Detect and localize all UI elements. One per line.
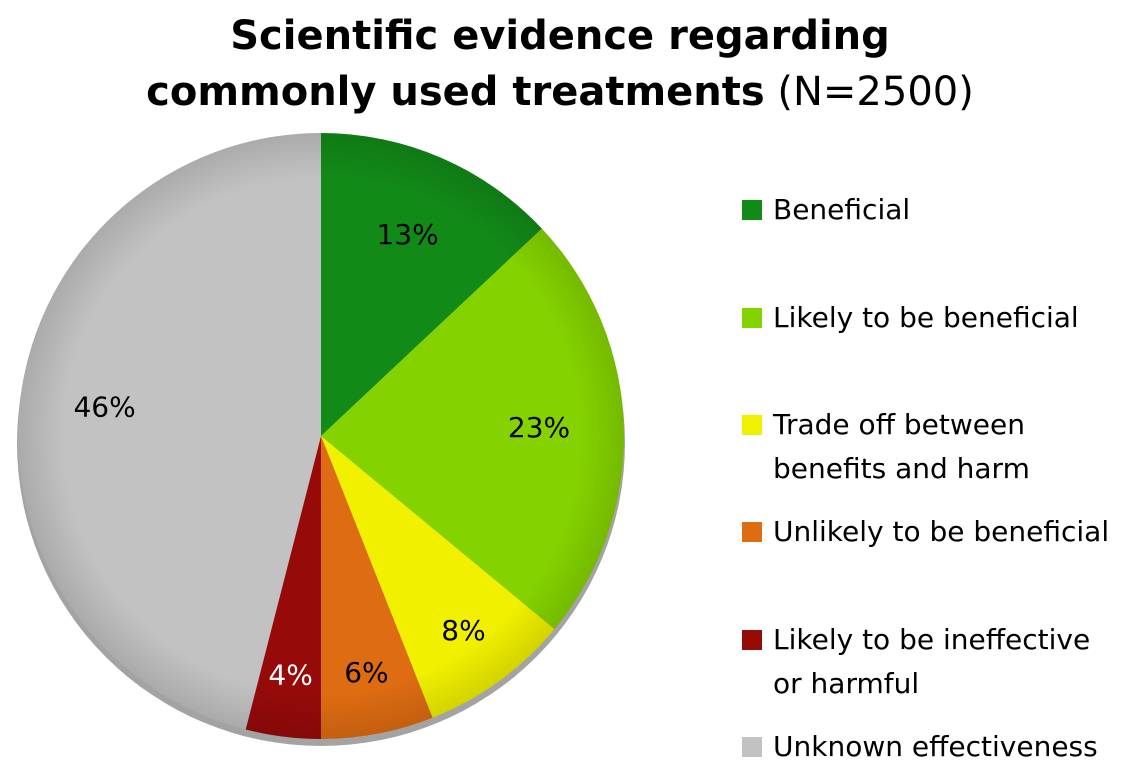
legend-swatch [742, 200, 762, 220]
data-label: 13% [377, 218, 439, 251]
legend-swatch [742, 522, 762, 542]
legend-swatch [742, 308, 762, 328]
data-label: 6% [344, 656, 388, 689]
legend-item: Beneficial [742, 188, 1122, 232]
legend-label: Beneficial [773, 193, 911, 226]
data-label: 46% [73, 391, 135, 424]
title-line-2: commonly used treatments (N=2500) [0, 64, 1120, 120]
chart-title: Scientific evidence regarding commonly u… [0, 8, 1120, 120]
legend-item: Likely to be ineffective or harmful [742, 618, 1122, 706]
legend-label: Unknown effectiveness [773, 730, 1098, 763]
legend-item: Unlikely to be beneficial [742, 510, 1122, 554]
legend-label: Trade off between benefits and harm [773, 408, 1030, 485]
data-label: 23% [508, 411, 570, 444]
data-label: 8% [441, 614, 485, 647]
legend-swatch [742, 415, 762, 435]
legend-label: Likely to be ineffective or harmful [773, 623, 1091, 700]
legend-item: Trade off between benefits and harm [742, 403, 1122, 491]
legend-label: Unlikely to be beneficial [773, 515, 1110, 548]
title-note: (N=2500) [777, 69, 974, 115]
legend-item: Likely to be beneficial [742, 296, 1122, 340]
legend-swatch [742, 737, 762, 757]
legend-label: Likely to be beneficial [773, 301, 1079, 334]
title-line: Scientific evidence regarding [230, 13, 890, 59]
legend-item: Unknown effectiveness [742, 725, 1122, 769]
legend-swatch [742, 630, 762, 650]
title-line: commonly used treatments [146, 69, 765, 115]
data-label: 4% [268, 658, 312, 691]
